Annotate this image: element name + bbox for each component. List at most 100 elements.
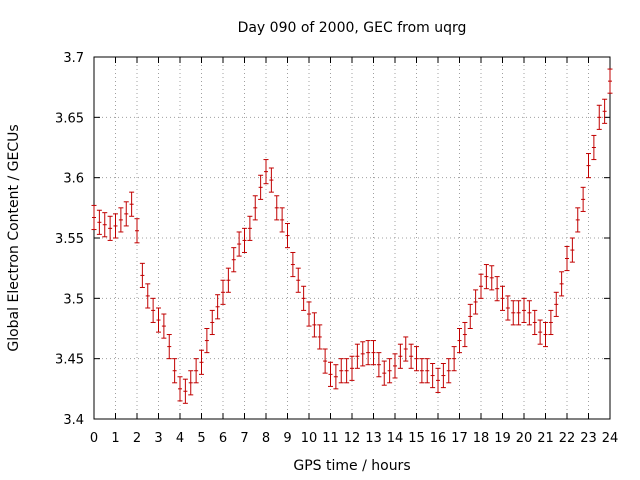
data-point — [263, 159, 269, 185]
data-point — [403, 336, 409, 362]
data-point — [591, 134, 597, 161]
data-point — [231, 247, 237, 273]
data-point — [457, 328, 462, 354]
data-point — [252, 195, 258, 221]
data-point — [430, 362, 436, 389]
data-point — [440, 362, 446, 389]
data-point — [354, 343, 360, 369]
x-tick-label: 19 — [494, 431, 511, 446]
data-point — [473, 289, 479, 315]
data-point — [360, 341, 366, 367]
data-point — [268, 167, 274, 193]
data-point — [349, 355, 355, 381]
data-point — [177, 376, 183, 402]
x-tick-label: 2 — [133, 431, 141, 446]
data-point — [145, 283, 151, 309]
data-point — [193, 358, 199, 384]
x-tick-label: 4 — [176, 431, 184, 446]
ticks-layer: 0 1 2 3 4 5 6 7 8 9 10 11 12 13 14 15 16 17 18 19 20 21 22 23 24… — [55, 51, 618, 446]
data-point — [295, 267, 301, 293]
data-point — [274, 195, 280, 221]
data-point — [510, 300, 516, 326]
data-point — [96, 209, 102, 235]
x-tick-label: 5 — [197, 431, 205, 446]
x-tick-label: 22 — [559, 431, 576, 446]
data-point — [220, 279, 226, 305]
data-point — [559, 271, 565, 297]
data-layer — [91, 68, 613, 404]
x-tick-label: 8 — [262, 431, 270, 446]
data-point — [575, 207, 581, 233]
data-point — [113, 213, 118, 239]
x-tick-label: 0 — [90, 431, 98, 446]
data-point — [516, 300, 522, 326]
data-point — [462, 321, 468, 348]
plot-frame — [93, 56, 611, 420]
data-point — [209, 309, 215, 336]
data-point — [489, 265, 495, 291]
data-point — [414, 346, 419, 372]
data-point — [424, 358, 430, 384]
x-tick-label: 11 — [322, 431, 339, 446]
data-point — [548, 309, 554, 336]
data-point — [301, 285, 307, 311]
data-point — [392, 353, 398, 379]
data-point — [199, 349, 204, 375]
data-point — [166, 334, 172, 360]
data-point — [526, 300, 532, 326]
data-point — [150, 297, 156, 323]
data-point — [505, 295, 511, 321]
x-tick-label: 13 — [365, 431, 382, 446]
data-point — [564, 245, 570, 272]
data-point — [123, 201, 129, 227]
data-point — [107, 215, 113, 241]
x-axis-label: GPS time / hours — [293, 458, 410, 474]
data-point — [333, 364, 339, 390]
data-point — [543, 321, 548, 348]
data-point — [215, 294, 221, 320]
y-tick-label: 3.5 — [63, 292, 84, 307]
data-point — [156, 307, 161, 333]
data-point — [118, 207, 124, 233]
data-point — [285, 223, 290, 249]
data-point — [451, 346, 457, 372]
y-tick-label: 3.55 — [55, 232, 84, 247]
y-tick-label: 3.7 — [63, 51, 84, 66]
x-tick-label: 6 — [219, 431, 227, 446]
data-point — [91, 204, 97, 231]
x-tick-label: 10 — [301, 431, 318, 446]
x-tick-label: 16 — [430, 431, 447, 446]
data-point — [365, 340, 371, 366]
data-point — [371, 340, 376, 366]
x-tick-label: 15 — [408, 431, 425, 446]
data-point — [322, 348, 328, 374]
y-tick-label: 3.65 — [55, 111, 84, 126]
data-point — [532, 309, 538, 336]
data-point — [258, 174, 264, 200]
x-tick-label: 9 — [283, 431, 291, 446]
data-point — [569, 237, 575, 263]
data-point — [553, 291, 559, 317]
x-tick-label: 21 — [537, 431, 554, 446]
x-tick-label: 12 — [344, 431, 361, 446]
data-point — [338, 358, 344, 384]
data-point — [139, 262, 145, 288]
x-tick-label: 1 — [111, 431, 119, 446]
x-tick-label: 17 — [451, 431, 468, 446]
data-point — [586, 153, 591, 179]
data-point — [311, 312, 317, 338]
x-tick-label: 18 — [473, 431, 490, 446]
data-point — [607, 68, 613, 94]
x-tick-label: 3 — [154, 431, 162, 446]
data-point — [102, 212, 108, 238]
chart-title: Day 090 of 2000, GEC from uqrg — [238, 20, 467, 36]
data-point — [494, 276, 500, 302]
data-point — [446, 358, 452, 384]
data-point — [129, 191, 135, 217]
data-point — [521, 297, 527, 323]
data-point — [279, 207, 285, 233]
data-point — [188, 370, 194, 396]
y-axis-label: Global Electron Content / GECUs — [6, 124, 22, 351]
data-point — [387, 358, 393, 384]
data-point — [317, 324, 323, 350]
